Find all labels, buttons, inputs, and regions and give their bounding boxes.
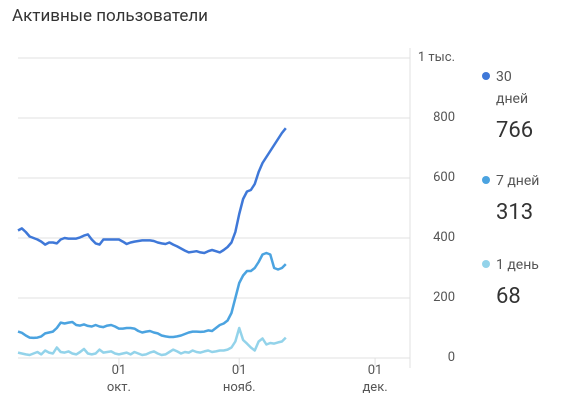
series-line: [17, 127, 287, 255]
legend-item: 1 день 68: [482, 254, 546, 309]
x-tick-label: 01 дек.: [362, 363, 388, 395]
legend-item: 30 дней 766: [482, 66, 546, 143]
y-tick-label: 400: [433, 230, 455, 245]
x-tick-label: 01 окт.: [106, 363, 131, 395]
y-tick-label: 0: [447, 350, 455, 365]
series-line: [17, 326, 287, 357]
legend-marker: [482, 72, 490, 80]
legend-label: 1 день: [496, 257, 539, 273]
y-tick-label: 1 тыс.: [417, 50, 455, 65]
y-tick-label: 200: [433, 290, 455, 305]
legend-value: 766: [496, 118, 534, 143]
legend-marker: [482, 260, 490, 268]
legend-label: 30 дней: [496, 69, 529, 107]
series-line: [17, 251, 287, 340]
y-tick-label: 800: [433, 110, 455, 125]
legend-value: 68: [496, 284, 521, 309]
legend-marker: [482, 176, 490, 184]
y-tick-label: 600: [433, 170, 455, 185]
legend-item: 7 дней 313: [482, 170, 546, 225]
legend-value: 313: [496, 200, 534, 225]
legend-label: 7 дней: [496, 173, 540, 189]
chart-title: Активные пользователи: [12, 6, 208, 26]
x-tick-label: 01 нояб.: [222, 363, 256, 395]
